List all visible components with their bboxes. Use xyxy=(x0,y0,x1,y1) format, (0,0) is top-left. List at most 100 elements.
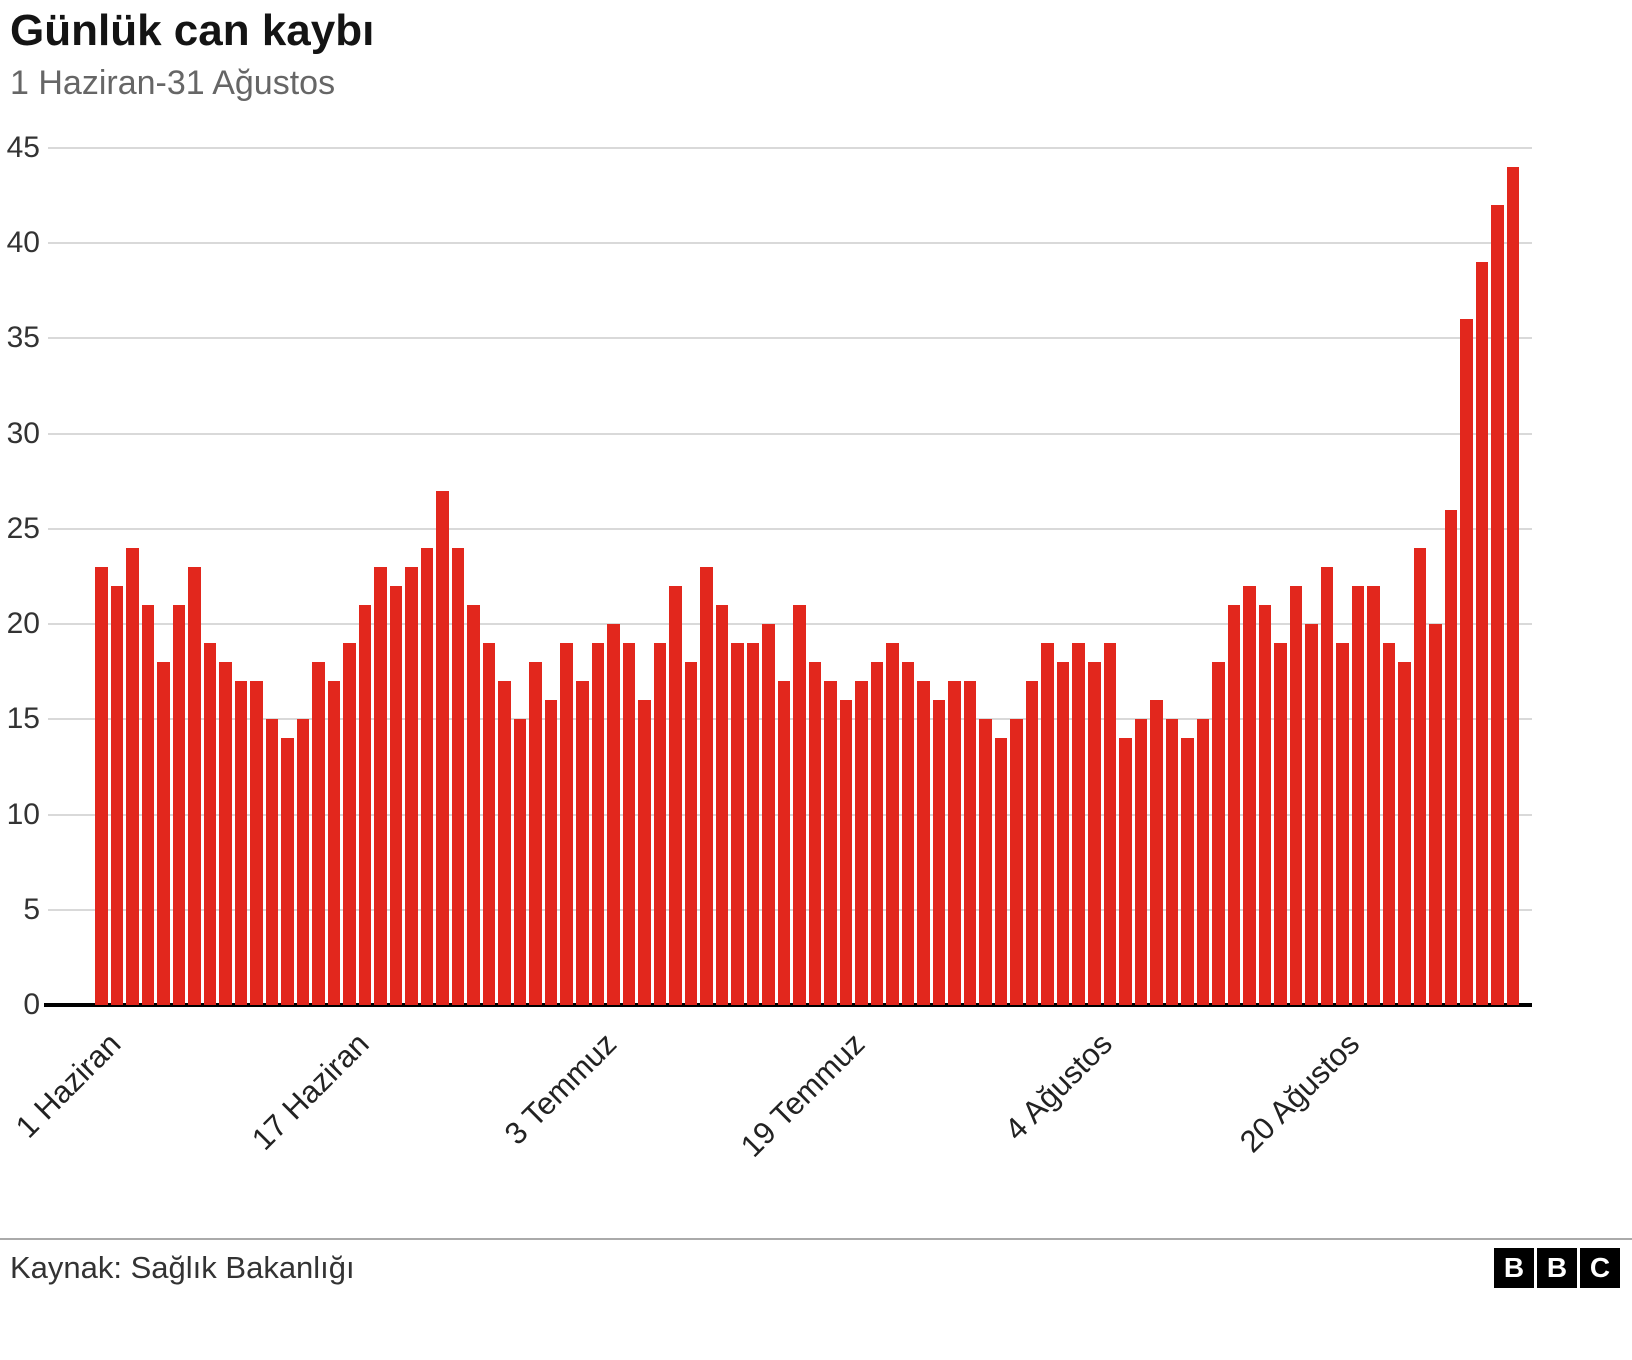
y-axis-tick-label: 40 xyxy=(6,226,40,260)
bar xyxy=(575,681,589,1005)
bar xyxy=(141,605,155,1005)
bar xyxy=(948,681,961,1005)
bar xyxy=(1305,624,1318,1005)
bar xyxy=(405,566,418,1005)
chart-title: Günlük can kaybı xyxy=(10,6,375,55)
bar xyxy=(1413,547,1427,1005)
bar xyxy=(1134,719,1148,1005)
bar xyxy=(917,681,930,1005)
bar xyxy=(762,624,775,1005)
bar xyxy=(126,547,139,1005)
bar xyxy=(1056,662,1070,1005)
gridline xyxy=(48,432,1532,435)
bar xyxy=(901,662,915,1005)
bar xyxy=(544,700,558,1005)
bar xyxy=(219,662,232,1005)
bar xyxy=(591,643,605,1005)
bar xyxy=(638,700,651,1005)
bar xyxy=(95,566,108,1005)
bar xyxy=(1243,586,1256,1005)
bar xyxy=(1041,643,1054,1005)
bar xyxy=(1336,643,1349,1005)
bar xyxy=(684,662,698,1005)
bar xyxy=(1258,605,1272,1005)
bar xyxy=(1351,586,1365,1005)
bar xyxy=(839,700,853,1005)
bar xyxy=(203,643,217,1005)
x-axis-labels: 1 Haziran 17 Haziran 3 Temmuz 19 Temmuz 4 Ağ… xyxy=(9,1026,1520,1246)
bar xyxy=(1444,509,1458,1005)
bar xyxy=(731,643,744,1005)
gridline xyxy=(48,527,1532,530)
x-axis-tick-label-text: 1 Haziran xyxy=(8,1026,128,1145)
bar xyxy=(157,662,170,1005)
bar xyxy=(607,624,620,1005)
bar xyxy=(886,643,899,1005)
bar xyxy=(498,681,511,1005)
bar xyxy=(622,643,636,1005)
bar xyxy=(110,586,124,1005)
bar xyxy=(436,490,449,1005)
bar xyxy=(188,566,201,1005)
bar xyxy=(746,643,760,1005)
bar xyxy=(296,719,310,1005)
bar xyxy=(1150,700,1163,1005)
bar xyxy=(389,586,403,1005)
bar xyxy=(265,719,279,1005)
x-axis-tick-label-text: 17 Haziran xyxy=(244,1026,376,1157)
bar xyxy=(172,605,186,1005)
bar xyxy=(250,681,263,1005)
y-axis-tick-label: 30 xyxy=(6,416,40,450)
bar xyxy=(560,643,573,1005)
bar xyxy=(1181,738,1194,1005)
bar xyxy=(1429,624,1442,1005)
bbc-logo-block: B xyxy=(1537,1248,1577,1288)
bar xyxy=(979,719,992,1005)
bar xyxy=(1119,738,1132,1005)
bar xyxy=(343,643,356,1005)
bar xyxy=(1212,662,1225,1005)
bar xyxy=(1475,262,1489,1005)
bar xyxy=(1165,719,1179,1005)
bar xyxy=(281,738,294,1005)
bar xyxy=(824,681,837,1005)
gridline xyxy=(48,623,1532,626)
bar xyxy=(932,700,946,1005)
bar xyxy=(715,605,729,1005)
y-axis-tick-label: 5 xyxy=(23,892,40,926)
x-axis-tick-label-text: 20 Ağustos xyxy=(1233,1026,1367,1160)
chart-subtitle: 1 Haziran-31 Ağustos xyxy=(10,64,336,102)
bar xyxy=(1289,586,1303,1005)
y-axis-tick-label: 10 xyxy=(6,797,40,831)
bbc-logo-block: C xyxy=(1580,1248,1620,1288)
bar xyxy=(529,662,542,1005)
bar xyxy=(374,566,387,1005)
bar xyxy=(1274,643,1287,1005)
bar xyxy=(234,681,248,1005)
y-axis-tick-label: 15 xyxy=(6,702,40,736)
bar xyxy=(1227,605,1241,1005)
bar xyxy=(963,681,977,1005)
bar xyxy=(1367,586,1380,1005)
bar xyxy=(1088,662,1101,1005)
bar xyxy=(669,586,682,1005)
bar xyxy=(793,605,806,1005)
bar xyxy=(1103,643,1117,1005)
bar xyxy=(327,681,341,1005)
bar xyxy=(1460,319,1473,1005)
bar xyxy=(994,738,1008,1005)
x-axis-tick-label-text: 3 Temmuz xyxy=(497,1026,624,1152)
bar xyxy=(1382,643,1396,1005)
bar xyxy=(808,662,822,1005)
gridline xyxy=(48,147,1532,149)
bar xyxy=(700,566,713,1005)
footer-divider xyxy=(0,1238,1632,1240)
bar xyxy=(513,719,527,1005)
bar xyxy=(1506,167,1520,1005)
y-axis-tick-label: 0 xyxy=(23,988,40,1021)
bar xyxy=(1398,662,1411,1005)
bar-series xyxy=(95,148,1520,1005)
x-axis-tick-label-text: 4 Ağustos xyxy=(997,1026,1119,1148)
bar xyxy=(1196,719,1210,1005)
